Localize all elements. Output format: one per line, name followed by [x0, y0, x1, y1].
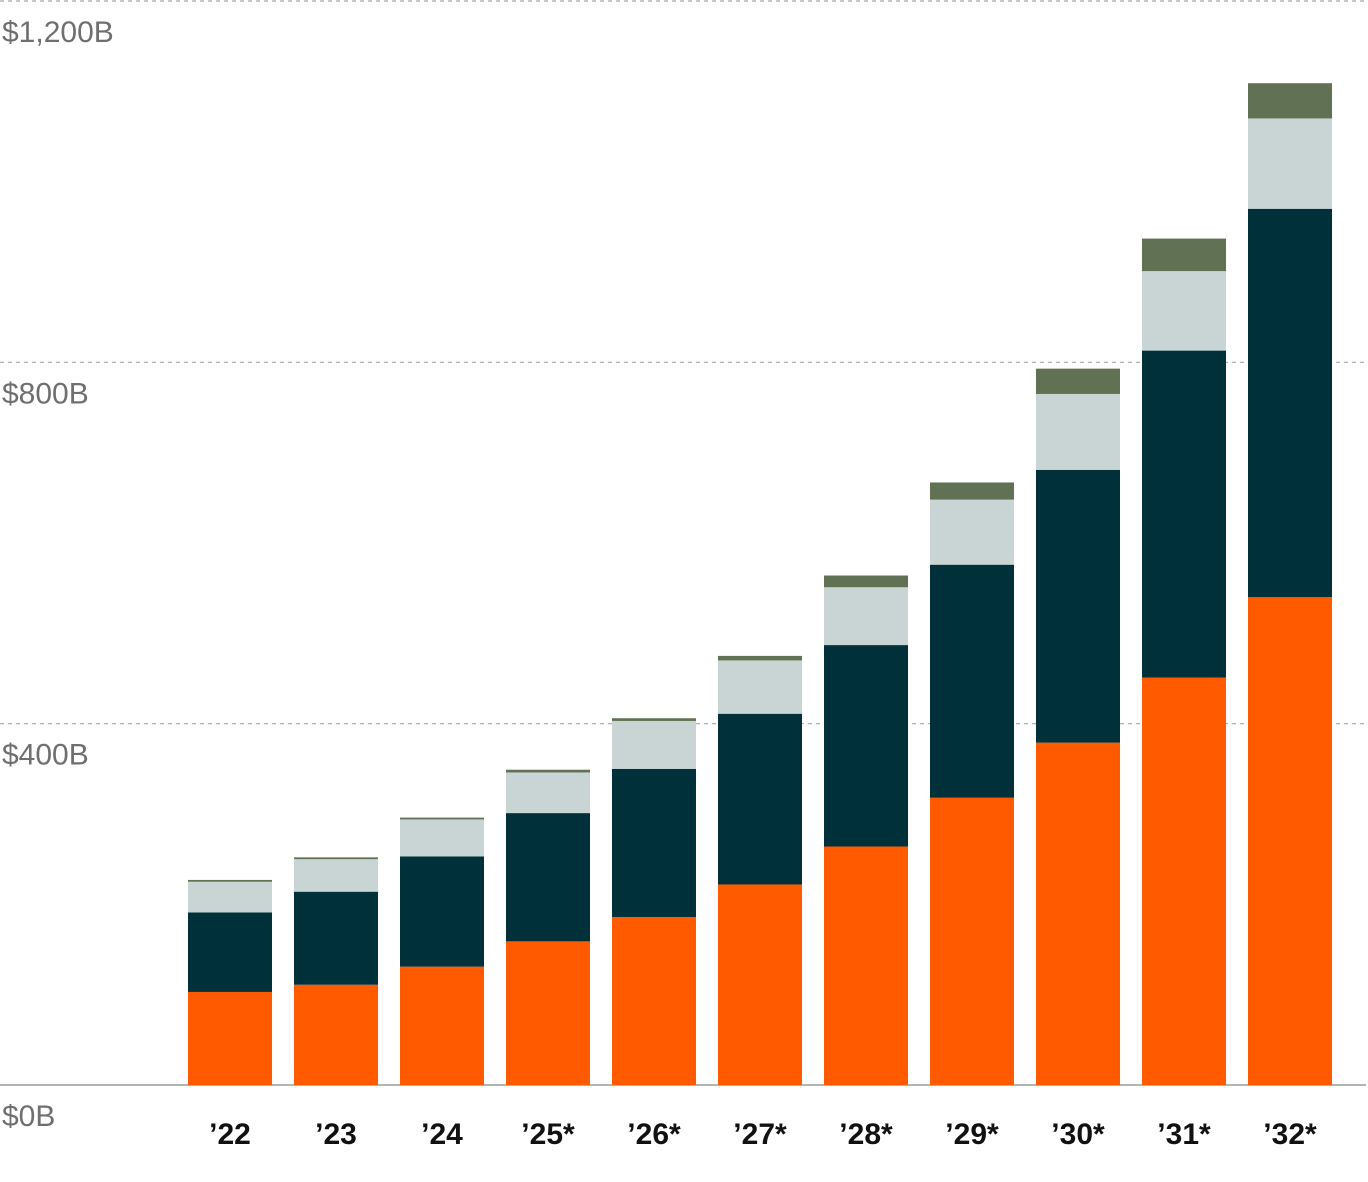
bar-segment-series-1: [506, 941, 590, 1085]
bar-stack: [930, 482, 1014, 1085]
bar-segment-series-2: [506, 813, 590, 942]
bar-segment-series-2: [1248, 208, 1332, 598]
y-tick-label: $0B: [2, 1100, 55, 1133]
y-tick-label: $400B: [2, 739, 89, 772]
bar-stack: [1036, 368, 1120, 1085]
bar-segment-series-3: [612, 720, 696, 769]
bar-stack: [400, 817, 484, 1085]
x-tick-label: ’25*: [521, 1118, 575, 1151]
bar-segment-series-3: [1142, 271, 1226, 351]
bar-segment-series-3: [1036, 393, 1120, 470]
bar-segment-series-3: [930, 499, 1014, 565]
bar-segment-series-1: [930, 797, 1014, 1085]
bar-segment-series-3: [188, 881, 272, 913]
x-tick-label: ’28*: [839, 1118, 893, 1151]
bar-segment-series-1: [1142, 677, 1226, 1085]
bar-segment-series-2: [1142, 350, 1226, 678]
x-axis: ’22 ’23 ’24 ’25* ’26* ’27* ’28* ’29* ’30* ’31* ’32…: [209, 1118, 1317, 1151]
x-tick-label: ’30*: [1051, 1118, 1105, 1151]
bar-segment-series-2: [612, 768, 696, 917]
bar-segment-series-2: [188, 912, 272, 992]
bar-segment-series-1: [1248, 597, 1332, 1085]
bar-segment-series-1: [294, 984, 378, 1085]
bar-segment-series-4: [718, 655, 802, 661]
bar-stack: [506, 769, 590, 1085]
x-tick-label: ’26*: [627, 1118, 681, 1151]
bar-segment-series-3: [824, 587, 908, 646]
bar-segment-series-4: [612, 718, 696, 721]
bar-segment-series-1: [824, 846, 908, 1085]
x-tick-label: ’29*: [945, 1118, 999, 1151]
bar-segment-series-1: [1036, 742, 1120, 1085]
bar-segment-series-1: [718, 884, 802, 1085]
bar-segment-series-3: [294, 859, 378, 892]
bar-stack: [1142, 238, 1226, 1085]
bar-segment-series-1: [400, 966, 484, 1085]
bar-segment-series-4: [1036, 368, 1120, 394]
bar-stack: [1248, 83, 1332, 1085]
bars: [188, 83, 1332, 1085]
x-tick-label: ’24: [421, 1118, 463, 1151]
bar-stack: [718, 655, 802, 1085]
bar-segment-series-2: [1036, 469, 1120, 743]
bar-segment-series-2: [824, 645, 908, 847]
bar-stack: [188, 879, 272, 1085]
y-tick-label: $800B: [2, 377, 89, 410]
bar-segment-series-1: [188, 991, 272, 1085]
bar-segment-series-4: [294, 857, 378, 860]
bar-segment-series-4: [506, 769, 590, 773]
y-axis: $0B $400B $800B $1,200B: [2, 16, 114, 1133]
y-tick-label: $1,200B: [2, 16, 114, 49]
bar-segment-series-3: [400, 819, 484, 857]
bar-segment-series-4: [930, 482, 1014, 500]
bar-segment-series-1: [612, 916, 696, 1085]
bar-segment-series-2: [400, 856, 484, 967]
bar-segment-series-2: [930, 564, 1014, 798]
bar-segment-series-2: [718, 713, 802, 885]
bar-stack: [294, 857, 378, 1085]
bar-segment-series-4: [188, 879, 272, 882]
bar-segment-series-3: [1248, 118, 1332, 209]
bar-segment-series-4: [400, 817, 484, 820]
bar-segment-series-4: [824, 575, 908, 588]
bar-segment-series-2: [294, 891, 378, 985]
x-tick-label: ’32*: [1263, 1118, 1317, 1151]
x-tick-label: ’27*: [733, 1118, 787, 1151]
bar-segment-series-4: [1142, 238, 1226, 272]
bar-segment-series-4: [1248, 83, 1332, 119]
bar-stack: [824, 575, 908, 1085]
bar-segment-series-3: [718, 660, 802, 714]
bar-stack: [612, 718, 696, 1085]
x-tick-label: ’31*: [1157, 1118, 1211, 1151]
x-tick-label: ’23: [315, 1118, 357, 1151]
x-tick-label: ’22: [209, 1118, 251, 1151]
bar-segment-series-3: [506, 772, 590, 814]
